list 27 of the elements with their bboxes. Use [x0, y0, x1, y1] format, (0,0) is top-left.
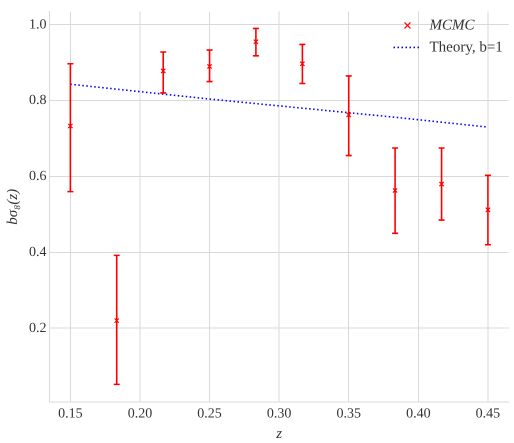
- x-tick-label: 0.30: [266, 406, 292, 422]
- point: [68, 123, 74, 129]
- point: [253, 39, 259, 44]
- x-tick-label: 0.40: [406, 406, 431, 422]
- y-tick-label: 0.2: [29, 320, 46, 336]
- x-tick-label: 0.25: [197, 406, 222, 422]
- x-tick-label: 0.20: [128, 406, 152, 422]
- x-tick-label: 0.35: [336, 406, 361, 422]
- y-tick-label: 1.0: [29, 17, 46, 32]
- x-tick-label: 0.45: [476, 406, 500, 422]
- point: [300, 61, 306, 66]
- point: [206, 64, 212, 70]
- line-series: [70, 83, 489, 128]
- point: [485, 207, 491, 213]
- point: [392, 188, 398, 194]
- y-tick-label: 0.8: [29, 93, 46, 108]
- legend-label: MCMC: [428, 17, 476, 34]
- point: [346, 112, 352, 118]
- y-tick-label: 0.6: [29, 169, 46, 184]
- x-tick-label: 0.15: [58, 406, 83, 422]
- point: [438, 181, 444, 187]
- point: [114, 318, 120, 324]
- x-axis-title: z: [275, 426, 282, 442]
- y-axis-title: bσ₈(z): [4, 188, 21, 225]
- y-tick-label: 0.4: [29, 245, 46, 260]
- legend-label: Theory, b=1: [430, 39, 503, 56]
- point: [160, 68, 166, 74]
